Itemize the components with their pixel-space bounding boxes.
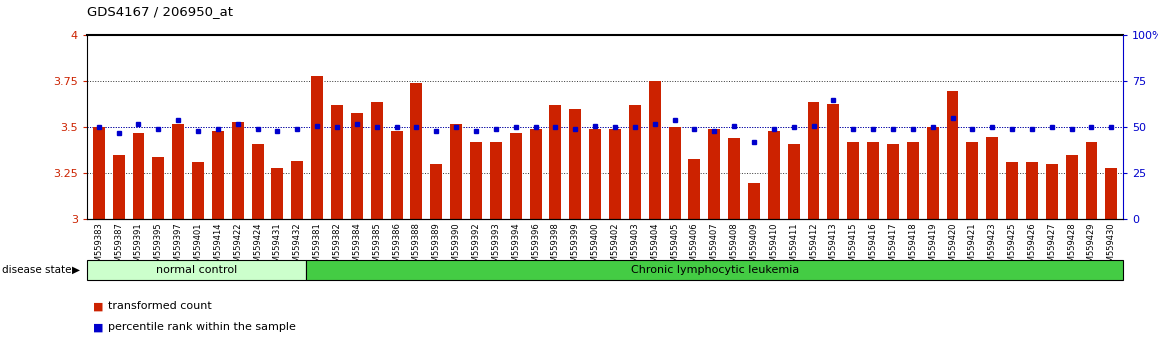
Bar — [807, 102, 820, 219]
Bar — [689, 159, 701, 219]
Bar — [529, 129, 542, 219]
Text: transformed count: transformed count — [108, 301, 212, 311]
Bar — [93, 127, 104, 219]
Bar — [306, 260, 1123, 280]
Bar — [371, 102, 382, 219]
Bar — [450, 124, 462, 219]
Bar — [828, 103, 840, 219]
Bar — [768, 131, 779, 219]
Bar — [351, 113, 362, 219]
Bar — [1106, 168, 1117, 219]
Bar — [728, 138, 740, 219]
Bar — [87, 260, 306, 280]
Bar — [292, 161, 303, 219]
Bar — [1026, 162, 1038, 219]
Bar — [173, 124, 184, 219]
Text: GDS4167 / 206950_at: GDS4167 / 206950_at — [87, 5, 233, 18]
Bar — [1046, 164, 1057, 219]
Bar — [1065, 155, 1078, 219]
Bar — [648, 81, 661, 219]
Bar — [549, 105, 562, 219]
Bar — [787, 144, 800, 219]
Bar — [848, 142, 859, 219]
Bar — [629, 105, 640, 219]
Text: normal control: normal control — [156, 265, 237, 275]
Bar — [510, 133, 521, 219]
Text: ■: ■ — [93, 301, 103, 311]
Bar — [390, 131, 403, 219]
Bar — [153, 157, 164, 219]
Bar — [748, 183, 760, 219]
Bar — [470, 142, 482, 219]
Bar — [887, 144, 899, 219]
Text: ■: ■ — [93, 322, 103, 332]
Bar — [251, 144, 264, 219]
Bar — [212, 131, 223, 219]
Bar — [967, 142, 979, 219]
Bar — [987, 137, 998, 219]
Text: Chronic lymphocytic leukemia: Chronic lymphocytic leukemia — [631, 265, 799, 275]
Bar — [431, 164, 442, 219]
Bar — [112, 155, 125, 219]
Bar — [609, 129, 621, 219]
Bar — [570, 109, 581, 219]
Bar — [907, 142, 918, 219]
Bar — [926, 127, 939, 219]
Bar — [589, 129, 601, 219]
Bar — [490, 142, 501, 219]
Bar — [709, 129, 720, 219]
Bar — [192, 162, 204, 219]
Bar — [1085, 142, 1098, 219]
Bar — [410, 83, 423, 219]
Bar — [1006, 162, 1018, 219]
Bar — [867, 142, 879, 219]
Text: percentile rank within the sample: percentile rank within the sample — [108, 322, 295, 332]
Bar — [271, 168, 284, 219]
Bar — [668, 127, 681, 219]
Bar — [331, 105, 343, 219]
Bar — [132, 133, 145, 219]
Bar — [312, 76, 323, 219]
Bar — [232, 122, 243, 219]
Bar — [946, 91, 959, 219]
Text: disease state: disease state — [2, 265, 72, 275]
Text: ▶: ▶ — [72, 265, 80, 275]
